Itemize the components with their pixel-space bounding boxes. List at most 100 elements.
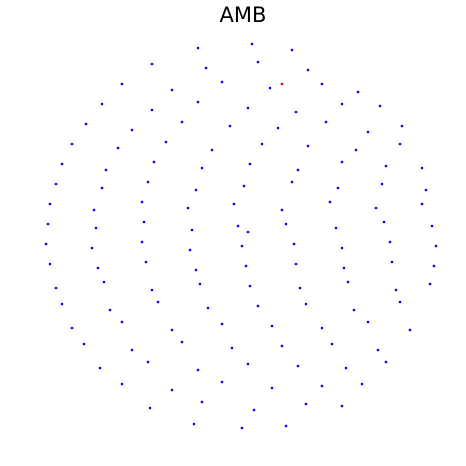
point [306,144,310,148]
point [84,122,88,126]
point [48,202,52,206]
point [290,48,294,52]
point [334,226,338,230]
point [120,382,124,386]
point [256,304,260,308]
point [192,422,196,426]
point [270,324,274,328]
point [196,100,200,104]
point [90,246,94,250]
point [140,240,144,244]
point [120,82,124,86]
point [430,224,434,228]
point [360,382,364,386]
point [94,226,98,230]
point [336,186,340,190]
point [150,108,154,112]
point [388,240,392,244]
point [194,188,198,192]
point [260,142,264,146]
point [330,342,334,346]
point [196,46,200,50]
point [290,180,294,184]
point [220,322,224,326]
point [70,142,74,146]
point [366,130,370,134]
point [280,82,284,86]
point [146,360,150,364]
point [200,166,204,170]
point [164,140,168,144]
point [240,244,244,248]
point [220,80,224,84]
point [428,282,432,286]
point [306,68,310,72]
point [186,206,190,210]
point [170,328,174,332]
point [376,348,380,352]
chart-title: AMB [220,3,267,27]
point [102,280,106,284]
point [108,308,112,312]
point [320,384,324,388]
point [196,368,200,372]
point [246,362,250,366]
point [228,124,232,128]
point [398,300,402,304]
point [130,128,134,132]
point [48,262,52,266]
point [294,262,298,266]
point [148,406,152,410]
point [382,220,386,224]
point [344,366,348,370]
point [150,288,154,292]
point [340,246,344,250]
point [54,286,58,290]
point [180,120,184,124]
point [206,306,210,310]
point [104,168,108,172]
point [324,120,328,124]
point [284,424,288,428]
point [280,344,284,348]
point [378,104,382,108]
point [270,386,274,390]
point [60,302,64,306]
point [356,90,360,94]
point [46,222,50,226]
point [276,126,280,130]
point [194,268,198,272]
point [96,266,100,270]
point [296,168,300,172]
point [54,182,58,186]
point [230,346,234,350]
point [252,408,256,412]
point [156,300,160,304]
point [304,302,308,306]
point [232,202,236,206]
point [250,42,254,46]
point [200,400,204,404]
point [340,160,344,164]
point [198,282,202,286]
point [380,182,384,186]
point [304,402,308,406]
point [340,404,344,408]
point [292,242,296,246]
point [240,426,244,430]
point [434,244,438,248]
point [188,248,192,252]
point [220,380,224,384]
point [432,264,436,268]
point [248,284,252,288]
point [120,320,124,324]
point [60,162,64,166]
point [320,82,324,86]
point [44,242,48,246]
point [170,88,174,92]
point [424,188,428,192]
point [150,62,154,66]
point [204,66,208,70]
point [366,320,370,324]
